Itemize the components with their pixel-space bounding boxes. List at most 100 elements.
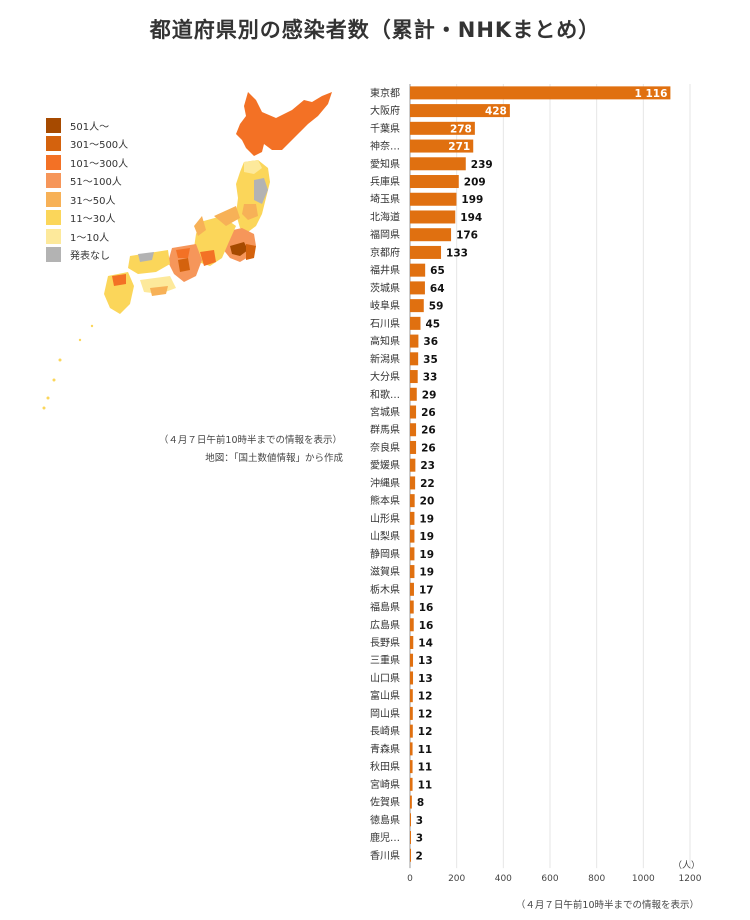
bar xyxy=(410,547,415,561)
bar xyxy=(410,831,411,845)
category-label: 沖縄県 xyxy=(370,476,400,489)
bar xyxy=(410,760,413,774)
bar xyxy=(410,618,414,632)
legend-label: 301〜500人 xyxy=(70,140,129,152)
category-label: 京都府 xyxy=(370,246,400,259)
map-miyagi xyxy=(242,204,258,220)
bar xyxy=(410,635,414,649)
category-label: 広島県 xyxy=(370,618,400,631)
map-kyushu xyxy=(104,272,134,314)
category-label: 長野県 xyxy=(370,637,400,649)
x-tick-label: 800 xyxy=(588,874,605,884)
category-label: 東京都 xyxy=(370,86,400,99)
bar xyxy=(410,529,415,543)
value-label: 20 xyxy=(420,496,435,508)
category-label: 三重県 xyxy=(370,654,400,667)
bar xyxy=(410,653,414,667)
value-label: 19 xyxy=(419,513,434,525)
value-label: 13 xyxy=(418,673,433,685)
bar xyxy=(410,245,442,259)
legend-label: 1〜10人 xyxy=(70,232,110,244)
bar xyxy=(410,813,411,827)
value-label: 209 xyxy=(464,177,486,189)
map-fukuoka xyxy=(112,274,126,286)
value-label: 278 xyxy=(450,123,472,135)
x-tick-label: 1200 xyxy=(679,874,702,884)
category-label: 静岡県 xyxy=(370,547,400,560)
chart-date-note: （４月７日午前10時半までの情報を表示） xyxy=(515,900,699,911)
bar xyxy=(410,352,419,366)
map-kyoto xyxy=(176,248,190,258)
value-label: 19 xyxy=(419,567,434,579)
map-source-note: 地図：「国土数値情報」から作成 xyxy=(205,453,343,464)
bar xyxy=(410,440,417,454)
value-label: 26 xyxy=(421,442,436,454)
value-label: 23 xyxy=(420,460,435,472)
map-tokyo xyxy=(230,242,248,256)
value-label: 65 xyxy=(430,265,445,277)
value-label: 26 xyxy=(421,425,436,437)
unit-label: （人） xyxy=(673,860,700,871)
legend-swatch xyxy=(46,154,61,170)
category-label: 愛知県 xyxy=(370,157,400,170)
category-label: 秋田県 xyxy=(370,760,400,773)
legend-swatch xyxy=(46,117,61,133)
category-label: 熊本県 xyxy=(370,494,400,507)
bar xyxy=(410,494,415,508)
map-kochi xyxy=(150,286,168,296)
map-aichi xyxy=(200,250,216,266)
x-tick-label: 400 xyxy=(495,874,512,884)
value-label: 3 xyxy=(416,833,423,845)
legend-item: 発表なし xyxy=(46,246,128,265)
category-label: 長崎県 xyxy=(370,725,400,738)
legend-item: 31〜50人 xyxy=(46,190,128,209)
category-label: 北海道 xyxy=(370,210,400,223)
category-label: 福島県 xyxy=(370,601,400,614)
category-label: 山形県 xyxy=(370,513,400,525)
bar xyxy=(410,671,414,685)
legend-item: 1〜10人 xyxy=(46,227,128,246)
category-label: 滋賀県 xyxy=(370,565,400,578)
bar xyxy=(410,600,414,614)
map-legend: 501人〜 301〜500人 101〜300人 51〜100人 31〜50人 11〜30人… xyxy=(46,116,128,264)
category-label: 石川県 xyxy=(370,318,400,330)
value-label: 12 xyxy=(418,708,433,720)
map-shimane-gray xyxy=(138,252,154,262)
legend-label: 101〜300人 xyxy=(70,158,129,170)
value-label: 133 xyxy=(446,247,468,259)
bar xyxy=(410,423,417,437)
map-date-note: （４月７日午前10時半までの情報を表示） xyxy=(158,435,342,446)
bar xyxy=(410,476,416,490)
value-label: 59 xyxy=(429,301,444,313)
bar xyxy=(410,334,419,348)
value-label: 33 xyxy=(423,372,438,384)
value-label: 271 xyxy=(448,141,470,153)
map-chiba xyxy=(246,244,256,260)
value-label: 13 xyxy=(418,655,433,667)
bar xyxy=(410,689,413,703)
value-label: 12 xyxy=(418,691,433,703)
category-label: 岐阜県 xyxy=(370,299,400,312)
bar xyxy=(410,724,413,738)
bar xyxy=(410,387,417,401)
value-label: 36 xyxy=(423,336,438,348)
category-label: 和歌… xyxy=(370,388,400,401)
value-label: 19 xyxy=(419,531,434,543)
bar xyxy=(410,192,457,206)
value-label: 11 xyxy=(418,762,433,774)
bar xyxy=(410,848,411,862)
category-label: 高知県 xyxy=(370,335,400,348)
legend-swatch xyxy=(46,210,61,226)
map-hokkaido xyxy=(236,92,332,156)
x-tick-label: 1000 xyxy=(632,874,655,884)
value-label: 29 xyxy=(422,389,437,401)
x-tick-label: 600 xyxy=(541,874,558,884)
legend-item: 301〜500人 xyxy=(46,135,128,154)
category-label: 群馬県 xyxy=(370,423,400,436)
bar xyxy=(410,175,459,189)
bar xyxy=(410,104,510,118)
value-label: 1 116 xyxy=(635,88,668,100)
value-label: 12 xyxy=(418,726,433,738)
map-niigata xyxy=(214,206,240,226)
